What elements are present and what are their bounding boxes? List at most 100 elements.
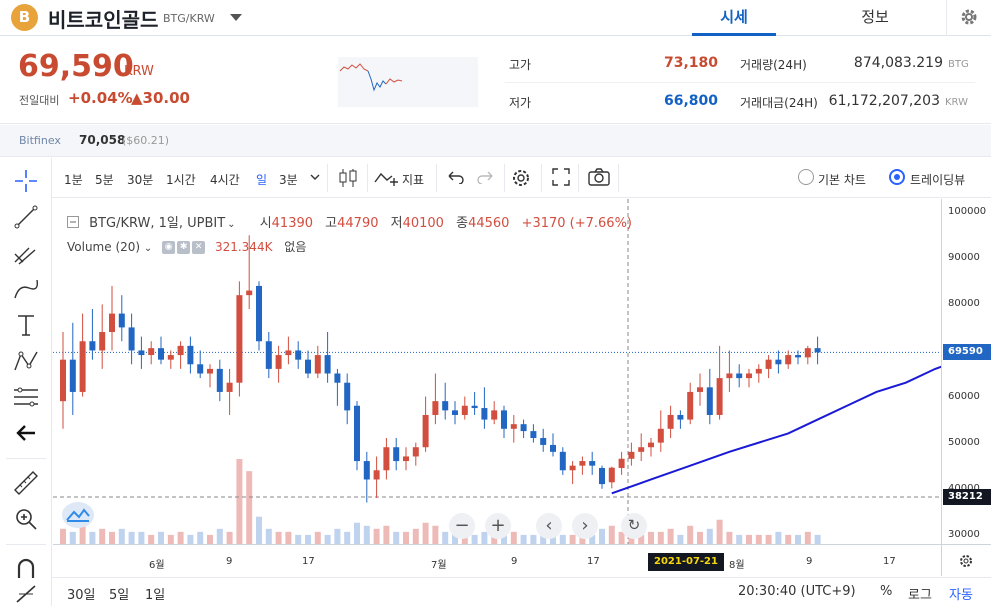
log-toggle[interactable]: 로그 <box>908 588 932 603</box>
timeframe-5m[interactable]: 5분 <box>95 173 114 187</box>
tradingview-logo-icon[interactable] <box>62 502 94 528</box>
header: B 비트코인골드 BTG/KRW 시세 정보 <box>0 0 991 36</box>
pattern-tool-icon[interactable] <box>11 346 41 376</box>
percent-toggle[interactable]: % <box>880 584 893 599</box>
candle-body <box>736 373 743 379</box>
bottom-bar: 30일 5일 1일 20:30:40 (UTC+9) % 로그 자동 <box>52 577 991 606</box>
pitchfork-tool-icon[interactable] <box>11 238 41 268</box>
volume-bar <box>608 525 615 544</box>
ruler-icon[interactable] <box>11 468 41 498</box>
timeframe-1h[interactable]: 1시간 <box>166 173 196 187</box>
volume-chevron-down-icon[interactable]: ⌄ <box>143 243 153 254</box>
fib-tool-icon[interactable] <box>11 382 41 412</box>
chart-toolbar: 1분 5분 30분 1시간 4시간 일 3분 지표 기본 차트 트레이딩뷰 <box>52 158 991 198</box>
trend-line-tool-icon[interactable] <box>11 202 41 232</box>
zoom-in-icon[interactable] <box>11 504 41 534</box>
time-axis-label: 6월 <box>149 560 165 571</box>
tab-info[interactable]: 정보 <box>861 8 889 26</box>
lock-drawing-icon[interactable] <box>11 584 41 604</box>
trading-view-label[interactable]: 트레이딩뷰 <box>910 173 966 187</box>
volume-bar <box>60 528 66 544</box>
timeframe-chevron-down-icon[interactable] <box>310 174 320 182</box>
legend-symbol[interactable]: BTG/KRW, 1일, UPBIT <box>89 216 226 231</box>
arrow-left-icon[interactable] <box>11 418 41 448</box>
indicator-button[interactable]: 지표 <box>402 173 425 187</box>
range-5d[interactable]: 5일 <box>109 588 130 603</box>
text-tool-icon[interactable] <box>11 310 41 340</box>
coin-name[interactable]: 비트코인골드 <box>48 8 159 32</box>
range-1d[interactable]: 1일 <box>145 588 166 603</box>
volume-legend: Volume (20) ⌄ ◉ ✱ ✕ 321.344K 없음 <box>67 238 306 255</box>
coin-pair[interactable]: BTG/KRW <box>163 12 215 25</box>
timeframe-1d[interactable]: 일 <box>256 173 268 187</box>
candle-body <box>461 405 468 415</box>
camera-icon[interactable] <box>588 167 610 187</box>
indicator-icon[interactable] <box>374 168 400 188</box>
volume-bar <box>706 528 713 544</box>
candle-body <box>138 350 145 356</box>
volume-bar <box>569 534 576 544</box>
axis-gear-icon[interactable] <box>958 553 974 569</box>
toolbar-divider <box>327 164 328 192</box>
high-label: 고가 <box>509 58 532 72</box>
candle-body <box>755 368 762 374</box>
candle-body <box>667 414 674 429</box>
volume-bar <box>618 531 625 544</box>
volume-bar <box>648 531 654 544</box>
reset-chart-button[interactable]: ↻ <box>621 513 647 539</box>
legend-open: 41390 <box>271 216 314 231</box>
volume-bar <box>324 534 331 544</box>
zoom-out-button[interactable]: − <box>449 513 475 539</box>
candle-body <box>99 332 106 351</box>
gear-icon <box>961 9 977 25</box>
change-percent: +0.04% <box>68 89 133 107</box>
volume-bar <box>677 534 684 544</box>
collapse-legend-icon[interactable] <box>67 216 79 228</box>
toolbar-divider <box>367 164 368 192</box>
volume-settings-icon[interactable]: ✱ <box>177 241 191 254</box>
volume-bar <box>285 531 292 544</box>
chart-settings-gear-icon[interactable] <box>510 167 532 189</box>
redo-icon[interactable] <box>476 170 494 184</box>
range-30d[interactable]: 30일 <box>67 588 96 603</box>
undo-icon[interactable] <box>447 170 465 184</box>
volume-bar <box>422 522 429 544</box>
tab-price[interactable]: 시세 <box>692 0 776 36</box>
volume-eye-icon[interactable]: ◉ <box>162 241 176 254</box>
scroll-left-button[interactable]: ‹ <box>536 513 562 539</box>
price-axis-label: 30000 <box>948 528 980 540</box>
volume-label[interactable]: Volume (20) <box>67 240 141 254</box>
timeframe-30m[interactable]: 30분 <box>127 173 154 187</box>
zoom-in-button[interactable]: + <box>485 513 511 539</box>
timeframe-4h[interactable]: 4시간 <box>210 173 240 187</box>
candle-body <box>442 401 449 411</box>
volume-bar <box>167 534 174 544</box>
amount-24h-value: 61,172,207,203 <box>828 93 940 109</box>
volume-bar <box>442 531 449 544</box>
legend-chevron-down-icon[interactable]: ⌄ <box>227 219 236 230</box>
clock[interactable]: 20:30:40 (UTC+9) <box>738 584 856 599</box>
last-price-tag: 69590 <box>943 344 991 361</box>
candle-body <box>520 424 527 432</box>
crosshair-tool-icon[interactable] <box>11 166 41 196</box>
scroll-right-button[interactable]: › <box>572 513 598 539</box>
brush-tool-icon[interactable] <box>11 274 41 304</box>
time-axis[interactable]: 17 9 8월 17 9 7월 17 9 6월 2021-07-21 <box>53 544 941 576</box>
basic-chart-label[interactable]: 기본 차트 <box>818 173 866 187</box>
volume-close-icon[interactable]: ✕ <box>192 241 206 254</box>
settings-button[interactable] <box>946 0 991 36</box>
price-axis[interactable]: 1000009000080000700006000050000400003000… <box>941 199 991 544</box>
fullscreen-icon[interactable] <box>551 167 571 187</box>
radio-basic-chart[interactable] <box>798 169 814 185</box>
candle-style-icon[interactable] <box>338 167 358 189</box>
radio-trading-view[interactable] <box>889 169 905 185</box>
time-axis-label: 9 <box>806 556 813 567</box>
timeframe-3m[interactable]: 3분 <box>279 173 298 187</box>
coin-dropdown-caret-icon[interactable] <box>230 14 242 21</box>
magnet-icon[interactable] <box>11 554 41 584</box>
timeframe-1m[interactable]: 1분 <box>64 173 83 187</box>
candle-body <box>177 345 184 356</box>
auto-toggle[interactable]: 자동 <box>949 588 973 603</box>
volume-bar <box>775 531 782 544</box>
axis-settings-corner[interactable] <box>941 544 991 576</box>
